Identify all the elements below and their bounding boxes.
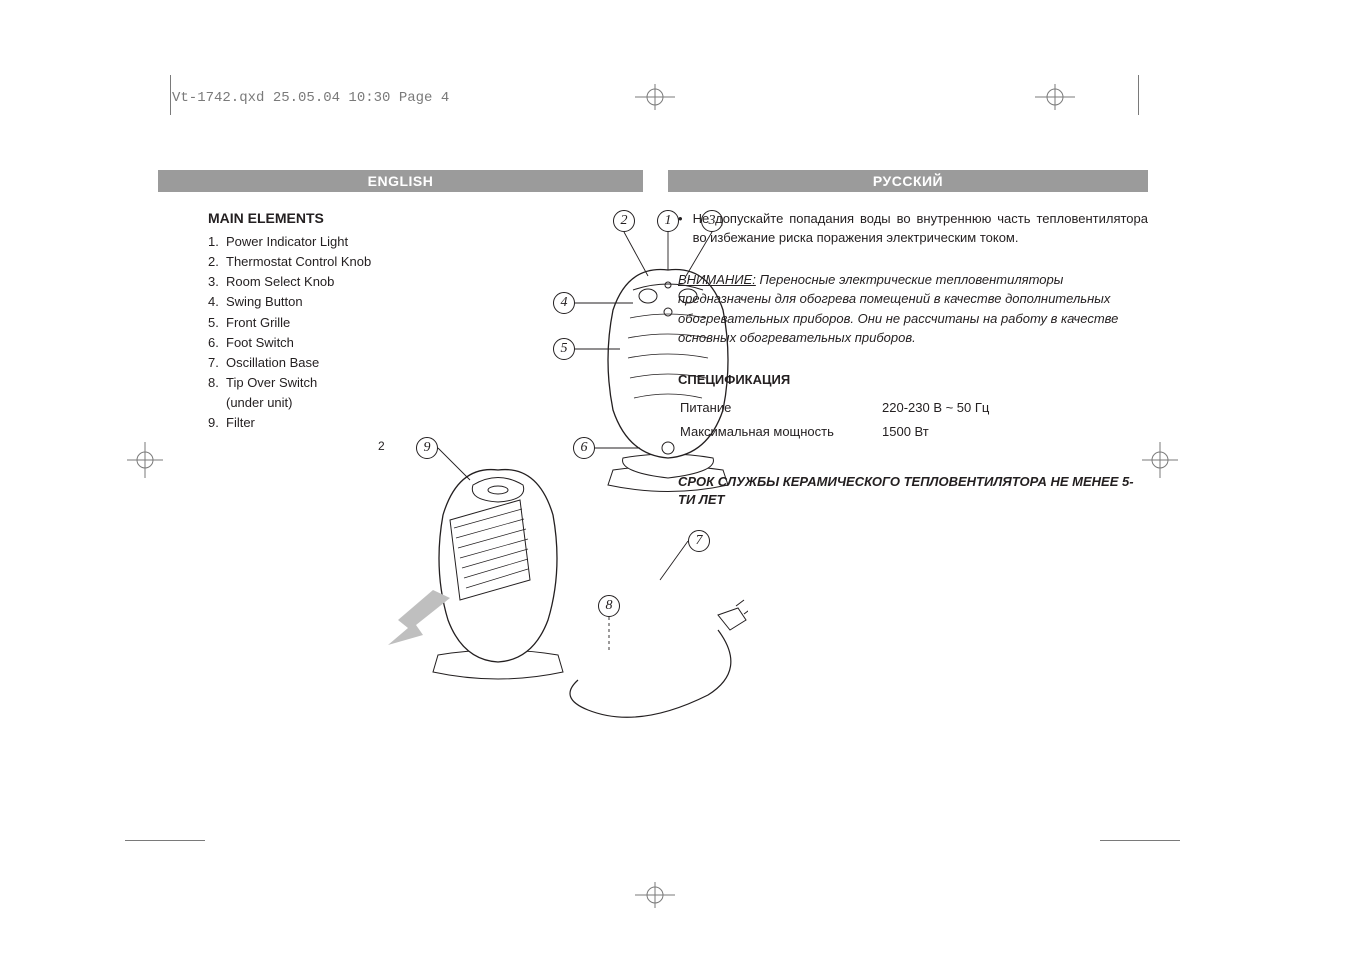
callout-2: 2 [613, 210, 635, 232]
page-number-left: 2 [378, 439, 385, 453]
registration-mark-top [630, 82, 680, 112]
print-imprint: Vt-1742.qxd 25.05.04 10:30 Page 4 [172, 90, 449, 106]
page-spread: ENGLISH MAIN ELEMENTS 1.Power Indicator … [158, 170, 1148, 850]
callout-4: 4 [553, 292, 575, 314]
ru-spec-title: СПЕЦИФИКАЦИЯ [678, 372, 1148, 387]
registration-mark-bottom [630, 880, 680, 910]
callout-7: 7 [688, 530, 710, 552]
right-page: РУССКИЙ • Не допускайте попадания воды в… [668, 170, 1148, 509]
ru-bullet-text: Не допускайте попадания воды во внутренн… [693, 210, 1148, 248]
ru-spec-table: Питание220-230 В ~ 50 ГцМаксимальная мощ… [678, 395, 991, 445]
spec-row: Питание220-230 В ~ 50 Гц [680, 397, 989, 419]
callout-9: 9 [416, 437, 438, 459]
ru-notice-label: ВНИМАНИЕ: [678, 272, 756, 287]
bullet-dot: • [678, 210, 683, 248]
callout-5: 5 [553, 338, 575, 360]
callout-8: 8 [598, 595, 620, 617]
crop-line [1138, 75, 1139, 115]
left-header: ENGLISH [158, 170, 643, 192]
right-header: РУССКИЙ [668, 170, 1148, 192]
callout-6: 6 [573, 437, 595, 459]
ru-bullet: • Не допускайте попадания воды во внутре… [678, 210, 1148, 248]
left-page: ENGLISH MAIN ELEMENTS 1.Power Indicator … [158, 170, 643, 433]
ru-service-life: СРОК СЛУЖБЫ КЕРАМИЧЕСКОГО ТЕПЛОВЕНТИЛЯТО… [678, 473, 1148, 509]
ru-notice: ВНИМАНИЕ: Переносные электрические тепло… [678, 270, 1148, 348]
spec-row: Максимальная мощность1500 Вт [680, 421, 989, 443]
registration-mark-top-right [1030, 82, 1080, 112]
crop-line [170, 75, 171, 115]
